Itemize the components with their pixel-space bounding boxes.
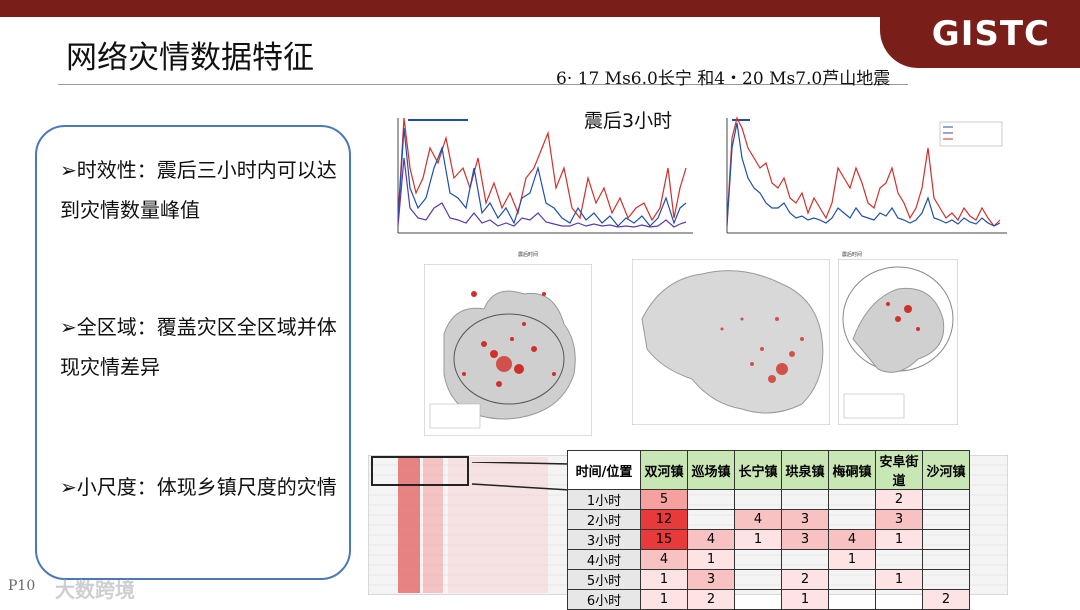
table-cell: 5 [640, 489, 688, 510]
table-cell: 2 [922, 589, 970, 610]
table-cell: 4 [734, 509, 782, 530]
row-header-cell: 4小时 [567, 549, 641, 570]
table-cell: 4 [828, 529, 876, 550]
bullet-coverage: ➢全区域：覆盖灾区全区域并体现灾情差异 [60, 315, 337, 379]
table-cell [828, 509, 876, 530]
table-cell: 3 [781, 529, 829, 550]
page-title: 网络灾情数据特征 [66, 40, 314, 76]
table-cell: 3 [687, 569, 735, 590]
line-chart-changning: 震后时间 [368, 108, 698, 263]
table-cell: 2 [781, 569, 829, 590]
table-row: 2小时 12 4 3 3 [567, 509, 970, 530]
bullets-box [35, 125, 351, 580]
table-row: 6小时 1 2 1 2 [567, 589, 970, 610]
bullet-small-scale: ➢小尺度：体现乡镇尺度的灾情 [60, 475, 337, 499]
row-header-cell: 3小时 [567, 529, 641, 550]
table-cell: 12 [640, 509, 688, 530]
table-header-row: 时间/位置 双河镇 巡场镇 长宁镇 珙泉镇 梅硐镇 安阜街道 沙河镇 [567, 450, 970, 490]
chart-annotation: 震后3小时 [580, 106, 677, 133]
svg-text:震后时间: 震后时间 [842, 251, 862, 258]
logo-tab: GISTC [880, 0, 1080, 68]
table-cell: 3 [781, 509, 829, 530]
table-cell [687, 489, 735, 510]
table-cell [734, 489, 782, 510]
map-changning [424, 264, 592, 436]
table-cell: 4 [687, 529, 735, 550]
table-cell [734, 569, 782, 590]
table-cell [828, 569, 876, 590]
page-number: P10 [8, 578, 36, 594]
table-header: 双河镇 [640, 450, 688, 490]
row-header-cell: 2小时 [567, 509, 641, 530]
watermark: 大数跨境 [55, 578, 135, 602]
zoom-connector [472, 462, 571, 491]
table-cell [922, 549, 970, 570]
table-cell: 1 [687, 549, 735, 570]
table-cell: 3 [875, 509, 923, 530]
table-row: 1小时 5 2 [567, 489, 970, 510]
table-cell: 1 [640, 569, 688, 590]
table-cell [922, 489, 970, 510]
table-cell: 1 [734, 529, 782, 550]
table-cell: 15 [640, 529, 688, 550]
table-cell [828, 489, 876, 510]
table-header: 梅硐镇 [828, 450, 876, 490]
table-cell: 4 [640, 549, 688, 570]
table-cell: 1 [828, 549, 876, 570]
table-header: 巡场镇 [687, 450, 735, 490]
top-bar [0, 0, 1080, 17]
table-header: 珙泉镇 [781, 450, 829, 490]
table-cell [922, 569, 970, 590]
disaster-table: 时间/位置 双河镇 巡场镇 长宁镇 珙泉镇 梅硐镇 安阜街道 沙河镇 1小时 5 2… [567, 450, 970, 610]
table-row: 4小时 4 1 1 [567, 549, 970, 570]
table-cell [875, 549, 923, 570]
table-cell [781, 489, 829, 510]
gistc-logo: GISTC [931, 14, 1050, 54]
table-row: 3小时 15 4 1 3 4 1 [567, 529, 970, 550]
table-cell: 1 [640, 589, 688, 610]
table-header: 长宁镇 [734, 450, 782, 490]
row-header-cell: 1小时 [567, 489, 641, 510]
table-header: 安阜街道 [875, 450, 923, 490]
table-cell: 2 [875, 489, 923, 510]
table-cell [734, 549, 782, 570]
svg-text:震后时间: 震后时间 [518, 251, 538, 258]
table-row: 5小时 1 3 2 1 [567, 569, 970, 590]
table-cell: 1 [875, 529, 923, 550]
page-subtitle: 6· 17 Ms6.0长宁 和4・20 Ms7.0芦山地震 [556, 69, 891, 89]
table-cell [922, 509, 970, 530]
table-header: 沙河镇 [922, 450, 970, 490]
table-header: 时间/位置 [567, 450, 641, 490]
row-header-cell: 5小时 [567, 569, 641, 590]
table-cell: 2 [687, 589, 735, 610]
line-chart-lushan: 震后时间 [702, 108, 1014, 263]
bullet-timeliness: ➢时效性：震后三小时内可以达到灾情数量峰值 [60, 158, 337, 222]
table-cell [922, 529, 970, 550]
table-cell: 1 [875, 569, 923, 590]
table-cell [687, 509, 735, 530]
table-cell [781, 549, 829, 570]
title-divider [58, 84, 908, 85]
map-lushan [632, 259, 830, 425]
map-inset [838, 259, 958, 425]
table-cell: 1 [781, 589, 829, 610]
